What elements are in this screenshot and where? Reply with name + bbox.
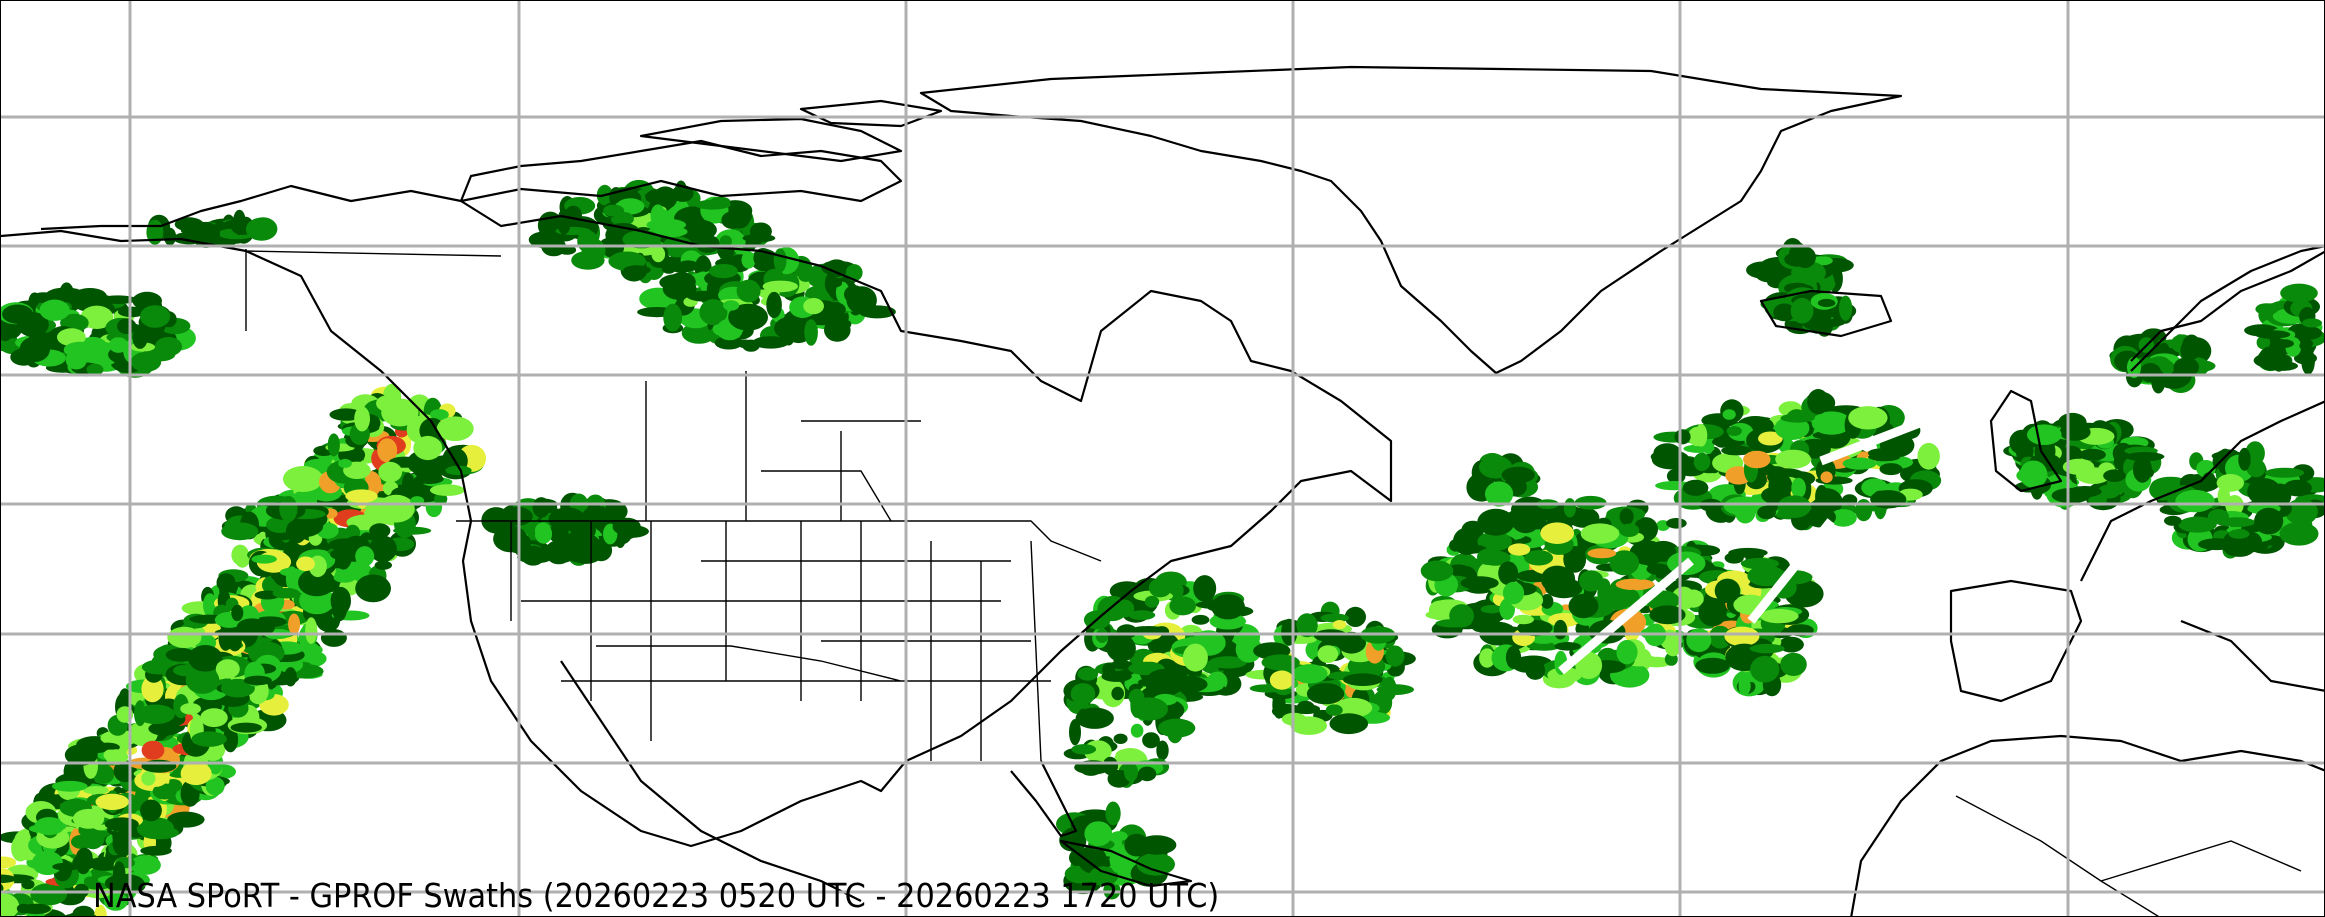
coastline-mexico	[560, 660, 862, 902]
precip-iceland	[1746, 238, 1854, 302]
precip-pacific-north	[221, 495, 328, 544]
map-title: NASA SPoRT - GPROF Swaths (20260223 0520…	[93, 876, 1220, 915]
coastlines	[1, 65, 2324, 916]
political-borders	[245, 249, 1102, 762]
precip-pacific-north	[153, 604, 305, 701]
precipitation-swaths	[1, 179, 2324, 916]
precip-canada-arctic	[528, 179, 776, 284]
coastline-scandinavia	[2130, 245, 2324, 372]
precip-atlantic-storm	[1466, 453, 1541, 507]
coastline-arctic-islands	[459, 139, 903, 203]
precip-europe	[2149, 441, 2324, 559]
coastline-british-isles	[1989, 389, 2063, 493]
coastline-florida	[1010, 760, 1078, 838]
coastline-africa	[1850, 734, 2324, 916]
precip-alaska	[1, 282, 196, 378]
precip-iceland	[1760, 287, 1857, 337]
precip-caribbean	[1056, 801, 1177, 900]
coastline-cuba	[1059, 839, 1193, 888]
precip-atlantic-front	[1245, 601, 1416, 735]
coastline-north-america	[1, 184, 1393, 848]
swath-gap	[1747, 518, 1835, 624]
precip-scandinavia	[2244, 283, 2324, 375]
swath-gap	[1558, 557, 1694, 675]
precip-eastern-us	[1063, 660, 1196, 788]
coastline-iceland	[1759, 289, 1893, 338]
precip-canada-arctic	[637, 247, 896, 352]
precip-europe	[2003, 412, 2165, 511]
coastline-iberia	[1949, 579, 2083, 703]
precip-atlantic-storm	[1682, 547, 1824, 697]
coastline-europe	[2080, 250, 2324, 692]
coastline-greenland	[919, 65, 1903, 375]
precip-pacific	[325, 383, 487, 523]
precip-atlantic-storm	[1650, 389, 1942, 531]
swath-gap	[1819, 406, 1953, 466]
precip-atlantic-storm	[1420, 495, 1744, 689]
precip-alaska	[146, 209, 278, 248]
